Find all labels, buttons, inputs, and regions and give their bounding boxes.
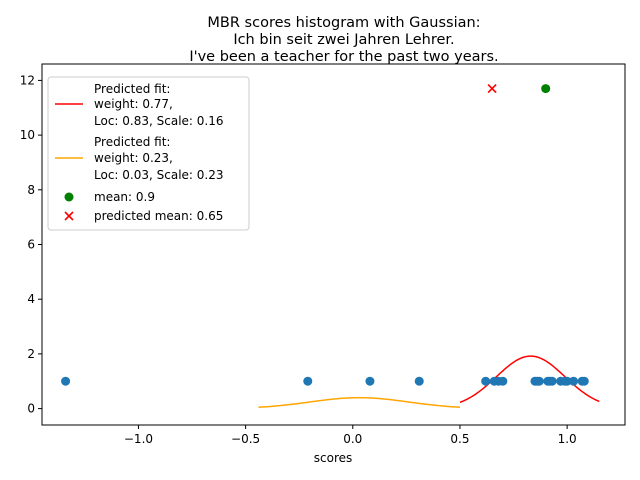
title-line-1: MBR scores histogram with Gaussian: xyxy=(207,15,480,31)
mean-point xyxy=(541,84,551,94)
fit-curve-2 xyxy=(258,396,461,408)
legend-predicted-mean-label: predicted mean: 0.65 xyxy=(94,209,223,223)
x-tick-label: 0.5 xyxy=(450,432,469,446)
mean-markers xyxy=(487,84,551,94)
legend-orange-line-3: Loc: 0.03, Scale: 0.23 xyxy=(94,168,223,182)
legend-marker-predicted-mean xyxy=(64,211,74,221)
chart-title: MBR scores histogram with Gaussian: Ich … xyxy=(189,15,498,65)
fit-curve-1 xyxy=(459,355,600,404)
histogram-points xyxy=(61,376,589,386)
score-point xyxy=(61,376,71,386)
legend-marker-mean xyxy=(64,192,74,202)
legend-red-line-2: weight: 0.77, xyxy=(94,97,173,111)
score-point xyxy=(579,376,589,386)
score-point xyxy=(365,376,375,386)
legend-red-line-1: Predicted fit: xyxy=(94,82,170,96)
fit-curves xyxy=(258,355,600,408)
x-axis-label: scores xyxy=(314,451,353,465)
legend-orange-line-1: Predicted fit: xyxy=(94,135,170,149)
y-tick-label: 0 xyxy=(27,402,35,416)
x-tick-label: −1.0 xyxy=(124,432,153,446)
score-point xyxy=(414,376,424,386)
predicted-mean-point xyxy=(487,84,497,94)
y-tick-label: 12 xyxy=(20,73,35,87)
y-tick-label: 6 xyxy=(27,238,35,252)
legend-box xyxy=(47,76,250,231)
score-point xyxy=(569,376,579,386)
y-axis-ticks: 0 2 4 6 8 10 12 xyxy=(20,73,42,416)
legend-mean-label: mean: 0.9 xyxy=(94,190,155,204)
legend: Predicted fit: weight: 0.77, Loc: 0.83, … xyxy=(47,76,250,231)
score-point xyxy=(547,376,557,386)
y-tick-label: 2 xyxy=(27,347,35,361)
score-point xyxy=(303,376,313,386)
legend-red-line-3: Loc: 0.83, Scale: 0.16 xyxy=(94,114,223,128)
legend-orange-line-2: weight: 0.23, xyxy=(94,151,173,165)
y-tick-label: 10 xyxy=(20,128,35,142)
score-point xyxy=(481,376,491,386)
x-tick-label: 0.0 xyxy=(343,432,362,446)
title-line-3: I've been a teacher for the past two yea… xyxy=(189,49,498,65)
y-tick-label: 8 xyxy=(27,183,35,197)
score-point xyxy=(534,376,544,386)
x-axis-ticks: −1.0 −0.5 0.0 0.5 1.0 xyxy=(124,425,577,446)
x-tick-label: −0.5 xyxy=(231,432,260,446)
y-tick-label: 4 xyxy=(27,292,35,306)
x-tick-label: 1.0 xyxy=(558,432,577,446)
title-line-2: Ich bin seit zwei Jahren Lehrer. xyxy=(233,32,454,48)
plot-area xyxy=(61,84,600,408)
score-point xyxy=(562,376,572,386)
score-point xyxy=(498,376,508,386)
